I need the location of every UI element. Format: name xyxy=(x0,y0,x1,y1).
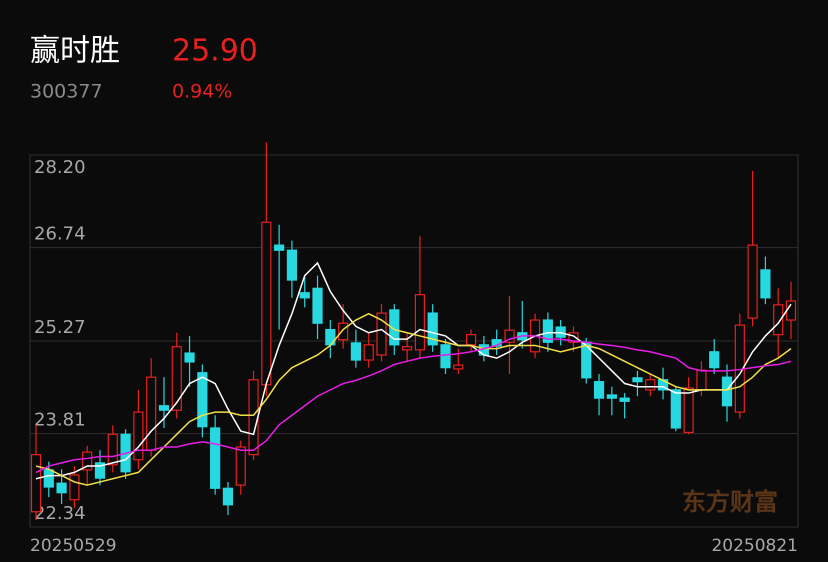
ma-line xyxy=(35,335,792,474)
candle-body xyxy=(197,372,208,428)
stock-code: 300377 xyxy=(30,81,103,103)
x-tick-label: 20250821 xyxy=(711,536,798,556)
candle-body xyxy=(402,346,413,351)
candle-body xyxy=(504,329,515,343)
candle-body xyxy=(235,446,246,486)
candle-body xyxy=(248,379,259,456)
candle-body xyxy=(568,332,579,343)
y-tick-label: 25.27 xyxy=(34,317,86,338)
candle-body xyxy=(414,294,425,351)
y-tick-label: 23.81 xyxy=(34,410,86,431)
stock-name: 赢时胜 xyxy=(30,34,120,69)
candle-body xyxy=(56,482,67,494)
candle-body xyxy=(721,376,733,407)
candle-body xyxy=(158,405,170,411)
candle-body xyxy=(210,427,221,489)
candle-body xyxy=(593,381,605,399)
candle-body xyxy=(785,300,797,321)
candle-body xyxy=(363,344,374,361)
candle-body xyxy=(69,474,80,501)
candle-body xyxy=(376,312,387,356)
candle-body xyxy=(696,369,707,391)
candle-body xyxy=(683,387,694,434)
candle-body xyxy=(312,287,323,324)
candle-body xyxy=(632,377,643,383)
candle-body xyxy=(760,269,771,299)
candle-body xyxy=(619,397,630,402)
candle-body xyxy=(747,244,758,319)
candle-body xyxy=(184,352,195,363)
stock-change: 0.94% xyxy=(172,81,232,103)
candle-body xyxy=(82,451,93,471)
candle-body xyxy=(645,379,656,391)
x-tick-label: 20250529 xyxy=(30,536,117,556)
candle-body xyxy=(43,469,54,488)
candle-body xyxy=(709,351,720,369)
candle-body xyxy=(30,454,42,513)
candle-body xyxy=(286,249,298,281)
candle-body xyxy=(146,376,157,451)
candle-body xyxy=(773,304,784,336)
candle-body xyxy=(606,394,617,399)
candle-body xyxy=(542,319,553,343)
candle-body xyxy=(440,344,451,369)
candle-body xyxy=(465,334,477,346)
stock-price: 25.90 xyxy=(172,34,258,69)
candle-body xyxy=(94,462,106,479)
candle-body xyxy=(171,346,182,411)
candle-body xyxy=(133,411,144,461)
watermark: 东方财富 xyxy=(682,488,778,516)
y-tick-label: 28.20 xyxy=(34,157,86,178)
candle-body xyxy=(299,292,310,299)
candle-body xyxy=(389,309,400,346)
ma-line xyxy=(35,312,792,486)
candle-body xyxy=(427,312,438,346)
candle-body xyxy=(222,487,234,506)
candle-body xyxy=(670,389,681,429)
candle-body xyxy=(338,322,349,341)
candle-body xyxy=(350,342,362,361)
candle-body xyxy=(261,221,272,386)
y-tick-label: 26.74 xyxy=(34,224,86,245)
candle-body xyxy=(274,244,285,251)
y-tick-label: 22.34 xyxy=(34,503,86,524)
candle-body xyxy=(453,364,464,370)
candle-body xyxy=(107,433,118,466)
